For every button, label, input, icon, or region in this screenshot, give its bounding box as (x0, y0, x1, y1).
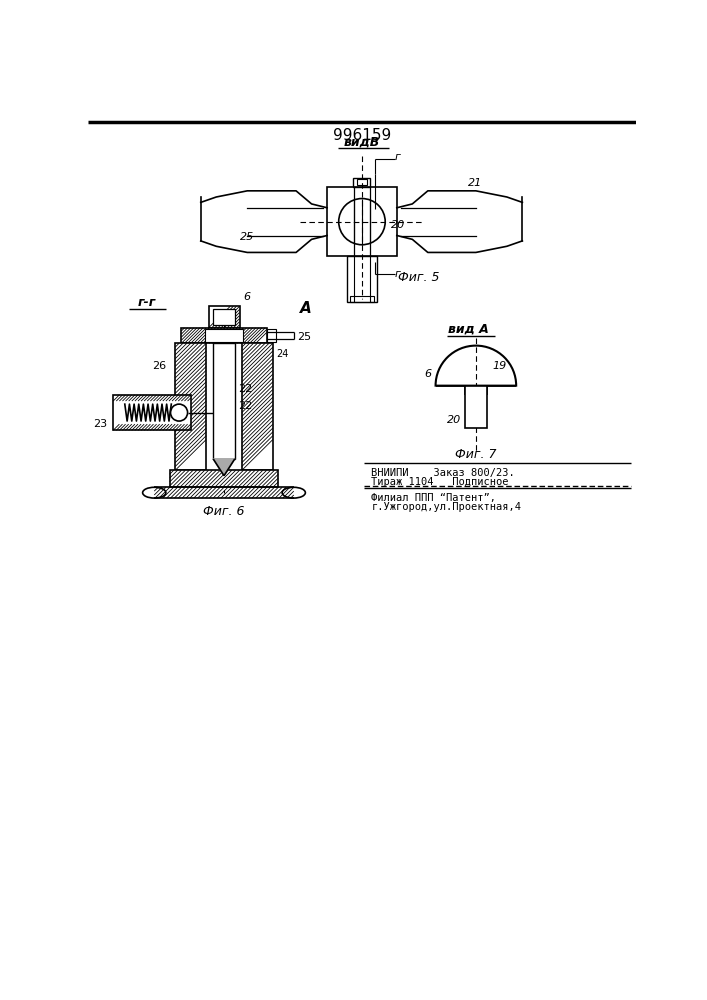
Bar (465, 386, 486, 428)
Text: 24: 24 (276, 349, 288, 359)
Bar (347, 256, 377, 302)
Bar (113, 395, 191, 430)
Text: 21: 21 (468, 178, 482, 188)
Bar (204, 329, 243, 342)
Text: 26: 26 (152, 361, 166, 371)
Text: Фиг. 7: Фиг. 7 (455, 448, 496, 461)
Text: 22: 22 (238, 401, 252, 411)
Text: г: г (395, 152, 400, 162)
Bar (354, 178, 370, 187)
Bar (213, 343, 235, 459)
Text: Фиг. 6: Фиг. 6 (203, 505, 245, 518)
Bar (175, 343, 206, 470)
Bar (209, 306, 240, 328)
Text: вид А: вид А (448, 323, 489, 336)
Bar (182, 328, 267, 343)
Text: г-г: г-г (137, 296, 156, 309)
Text: 6: 6 (425, 369, 432, 379)
Text: 20: 20 (392, 220, 406, 230)
Text: г.Ужгород,ул.Проектная,4: г.Ужгород,ул.Проектная,4 (371, 502, 521, 512)
Polygon shape (213, 459, 235, 476)
Text: 996159: 996159 (333, 128, 391, 143)
Text: 20: 20 (447, 415, 461, 425)
Text: ВНИИПИ    Заказ 800/23.: ВНИИПИ Заказ 800/23. (371, 468, 515, 478)
Text: 25: 25 (240, 232, 254, 242)
Bar (356, 179, 368, 185)
Text: Филиал ППП “Патент”,: Филиал ППП “Патент”, (371, 493, 496, 503)
Text: А: А (300, 301, 311, 316)
Text: Фиг. 5: Фиг. 5 (398, 271, 440, 284)
Bar (351, 296, 373, 302)
Bar (267, 329, 276, 342)
Text: Тираж 1104   Подписное: Тираж 1104 Подписное (371, 477, 509, 487)
Text: 25: 25 (298, 332, 312, 342)
Bar (242, 343, 273, 470)
Text: 6: 6 (243, 292, 250, 302)
Text: 23: 23 (93, 419, 107, 429)
Text: 19: 19 (492, 361, 506, 371)
Bar (213, 309, 235, 325)
Bar (327, 187, 397, 256)
Text: 22: 22 (238, 384, 252, 394)
Bar (170, 470, 279, 487)
Text: видВ: видВ (344, 135, 380, 148)
Text: г: г (395, 269, 400, 279)
